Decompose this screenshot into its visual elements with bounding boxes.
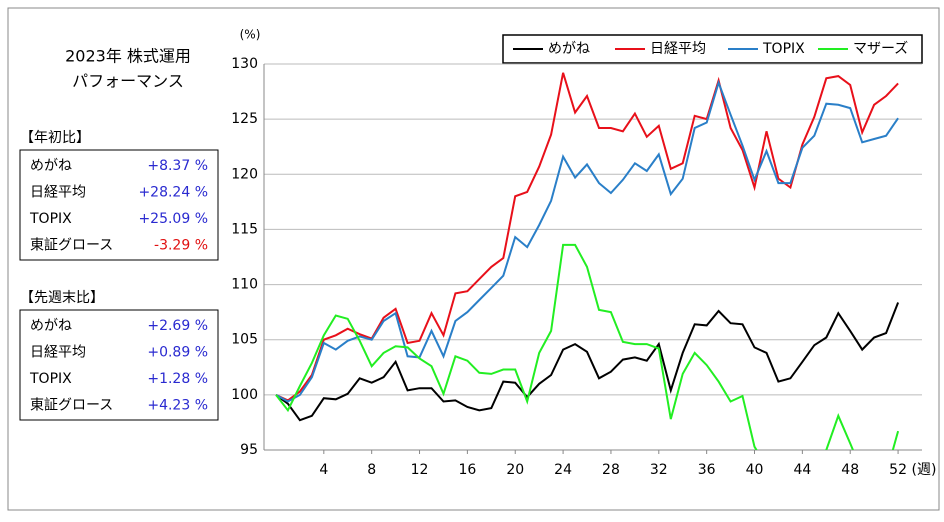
y-tick-label: 105 [231, 332, 258, 348]
x-tick-label: 8 [367, 462, 376, 478]
x-tick-label: 44 [793, 462, 811, 478]
x-tick-label: 32 [650, 462, 668, 478]
row-name: 東証グロース [30, 398, 113, 414]
row-value: +1.28 % [147, 371, 208, 387]
legend-label: めがね [548, 41, 590, 57]
y-tick-label: 120 [231, 166, 258, 182]
y-tick-label: 115 [231, 221, 258, 237]
row-value: +8.37 % [147, 158, 208, 174]
series-line [275, 243, 900, 450]
title: 2023年 株式運用 [65, 47, 191, 66]
series-line [275, 302, 900, 422]
legend-label: 日経平均 [650, 41, 706, 57]
row-value: +28.24 % [138, 185, 208, 201]
y-tick-label: 125 [231, 111, 258, 127]
table-heading: 【先週末比】 [20, 290, 104, 306]
x-tick-label: 28 [602, 462, 620, 478]
x-tick-label: 12 [411, 462, 429, 478]
y-tick-label: 100 [231, 387, 258, 403]
series-line [275, 79, 899, 403]
y-tick-label: 95 [240, 442, 258, 458]
row-name: 日経平均 [30, 185, 86, 201]
row-value: -3.29 % [154, 238, 208, 254]
x-tick-label: 4 [319, 462, 328, 478]
row-name: 東証グロース [30, 238, 113, 254]
title: パフォーマンス [72, 72, 184, 91]
row-name: TOPIX [29, 211, 72, 227]
table-box [19, 309, 219, 421]
row-value: +0.89 % [147, 345, 208, 361]
table-heading: 【年初比】 [20, 129, 90, 146]
x-tick-label: 24 [554, 462, 572, 478]
row-name: TOPIX [29, 371, 72, 387]
x-tick-label: 40 [746, 462, 764, 478]
table-box [19, 149, 219, 261]
x-tick-label: 16 [458, 462, 476, 478]
row-value: +25.09 % [138, 211, 208, 227]
x-tick-label: 52 [889, 462, 907, 478]
y-unit: (%) [240, 28, 261, 42]
x-tick-label: 48 [841, 462, 859, 478]
row-name: めがね [30, 158, 72, 174]
row-name: 日経平均 [30, 345, 86, 361]
x-tick-label: 36 [698, 462, 716, 478]
legend-label: マザーズ [853, 41, 908, 57]
row-value: +4.23 % [147, 398, 208, 414]
y-tick-label: 110 [231, 277, 258, 293]
row-value: +2.69 % [147, 318, 208, 334]
legend [502, 34, 923, 64]
x-unit: (週) [912, 462, 937, 478]
x-tick-label: 20 [506, 462, 524, 478]
frame [7, 7, 940, 511]
row-name: めがね [30, 318, 72, 334]
y-tick-label: 130 [231, 56, 258, 72]
legend-label: TOPIX [762, 41, 805, 57]
plot [275, 72, 900, 450]
